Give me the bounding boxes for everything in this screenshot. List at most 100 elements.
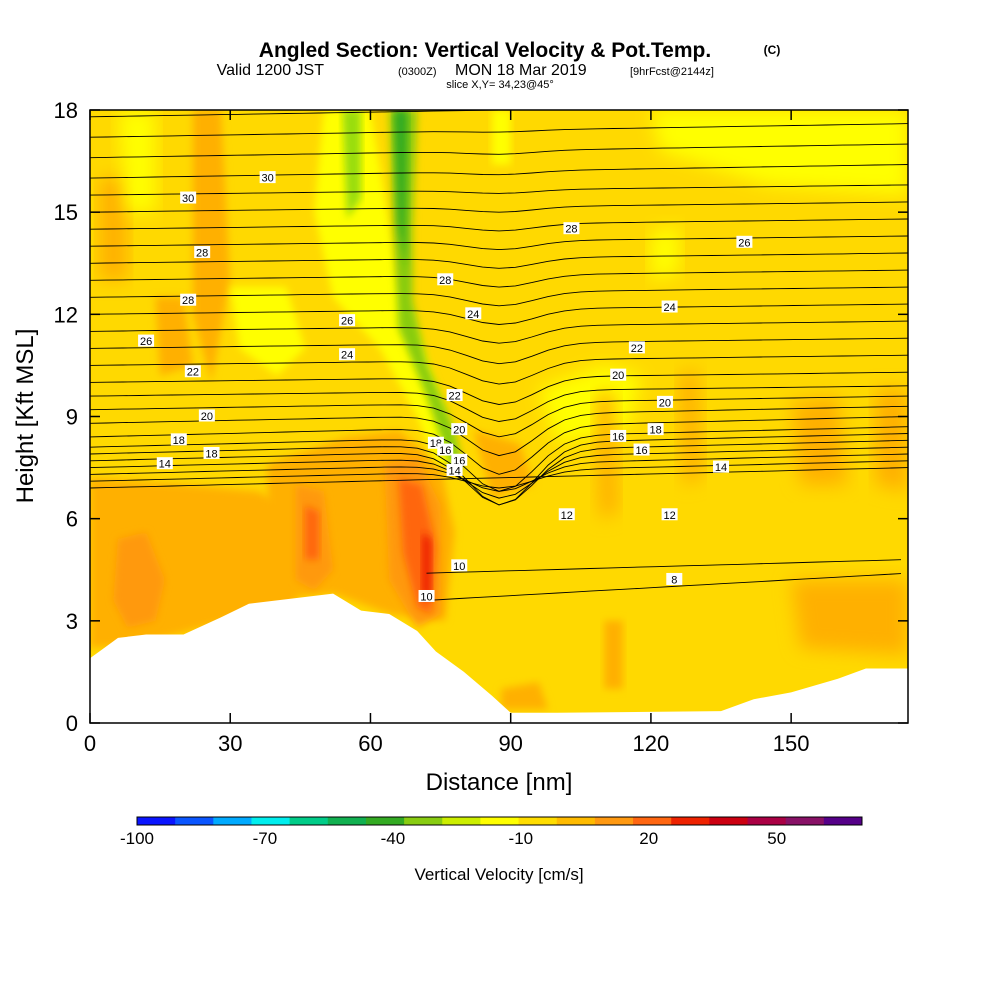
colorbar-label: Vertical Velocity [cm/s] xyxy=(414,865,583,884)
velocity-region-yellow xyxy=(650,110,908,196)
contour-label-bg xyxy=(451,559,468,572)
y-tick-label: 3 xyxy=(66,609,78,634)
theta-contour xyxy=(90,269,908,288)
colorbar-swatch xyxy=(327,817,367,825)
y-tick-label: 12 xyxy=(54,302,78,327)
theta-contour xyxy=(90,303,908,325)
contour-label-bg xyxy=(558,508,575,521)
contour-label: 24 xyxy=(663,302,675,314)
contour-label-bg xyxy=(451,423,468,436)
x-axis-label: Distance [nm] xyxy=(426,769,573,796)
velocity-region-orange xyxy=(155,297,193,376)
contour-label-bg xyxy=(610,429,627,442)
velocity-region-red-dark xyxy=(421,532,432,601)
contour-label-bg xyxy=(633,443,650,456)
contour-label: 12 xyxy=(561,510,573,522)
y-tick-label: 6 xyxy=(66,507,78,532)
velocity-region-yellow xyxy=(118,110,156,213)
velocity-region-yellow xyxy=(230,287,305,376)
colorbar-tick-label: 50 xyxy=(767,829,786,848)
theta-contour xyxy=(90,252,908,269)
contour-label-bg xyxy=(194,246,211,259)
colorbar-tick-label: -100 xyxy=(120,829,154,848)
theta-contour xyxy=(90,164,908,179)
y-axis: 0 3 6 9 12 15 18 xyxy=(54,98,908,736)
theta-contour xyxy=(90,218,908,232)
x-tick-label: 120 xyxy=(633,731,670,756)
valid-prefix: Valid 1200 JST xyxy=(217,62,325,79)
colorbar-swatch xyxy=(633,817,672,825)
y-tick-label: 15 xyxy=(54,200,78,225)
colorbar-swatch xyxy=(442,817,481,825)
colorbar-swatch xyxy=(213,817,252,825)
contour-label: 20 xyxy=(453,425,465,437)
theta-contour xyxy=(90,460,908,489)
contour-label: 8 xyxy=(671,574,677,586)
contour-label-bg xyxy=(661,508,678,521)
theta-contour xyxy=(90,426,908,492)
theta-contour xyxy=(90,110,528,118)
contour-label: 20 xyxy=(201,411,213,423)
velocity-region-green-light xyxy=(389,110,464,471)
contour-label-bg xyxy=(418,589,435,602)
colorbar-swatch xyxy=(747,817,787,825)
x-tick-label: 0 xyxy=(84,731,96,756)
theta-contour xyxy=(90,286,908,307)
contour-label: 18 xyxy=(173,435,185,447)
colorbar-swatch xyxy=(594,817,634,825)
valid-z: (0300Z) xyxy=(398,66,437,78)
theta-contour xyxy=(90,416,908,475)
contour-label: 30 xyxy=(261,173,273,185)
velocity-region-yellow xyxy=(650,225,679,281)
contour-label-bg xyxy=(647,423,664,436)
contour-label-bg xyxy=(465,307,482,320)
contour-label: 22 xyxy=(187,367,199,379)
contour-label-bg xyxy=(661,300,678,313)
x-tick-label: 150 xyxy=(773,731,810,756)
contour-label-bg xyxy=(446,389,463,402)
chart-title-unit: (C) xyxy=(764,43,781,57)
colorbar-ticks: -100 -70 -40 -10 20 50 xyxy=(120,829,786,848)
colorbar-tick-label: -70 xyxy=(253,829,278,848)
colorbar-swatch xyxy=(137,817,176,825)
valid-fcst: [9hrFcst@2144z] xyxy=(630,66,714,78)
chart-title: Angled Section: Vertical Velocity & Pot.… xyxy=(259,39,711,62)
contour-label-bg xyxy=(437,273,454,286)
contour-label-bg xyxy=(156,457,173,470)
theta-contour xyxy=(426,573,902,601)
theta-contour xyxy=(90,371,908,405)
y-tick-label: 9 xyxy=(66,405,78,430)
theta-contour xyxy=(90,395,908,438)
contour-label: 24 xyxy=(467,309,479,321)
colorbar-swatch xyxy=(289,817,329,825)
contour-label: 28 xyxy=(439,275,451,287)
contour-label-bg xyxy=(437,443,454,456)
contour-label: 14 xyxy=(715,462,727,474)
velocity-region-green xyxy=(393,110,408,267)
contour-label: 20 xyxy=(659,397,671,409)
y-tick-label: 0 xyxy=(66,711,78,736)
velocity-field xyxy=(90,110,908,710)
velocity-region-orange xyxy=(501,682,549,710)
contour-label-bg xyxy=(180,191,197,204)
y-tick-label: 18 xyxy=(54,98,78,123)
velocity-region-orange xyxy=(791,580,908,655)
theta-contour xyxy=(90,123,908,138)
contour-label: 24 xyxy=(341,350,353,362)
contour-label: 14 xyxy=(159,459,171,471)
theta-contour xyxy=(90,337,908,365)
contour-label-bg xyxy=(339,348,356,361)
velocity-region-orange xyxy=(473,430,535,499)
contour-label: 18 xyxy=(649,425,661,437)
velocity-region-orange xyxy=(594,389,619,519)
x-axis: 0 30 60 90 120 150 xyxy=(84,110,810,756)
colorbar-swatch xyxy=(823,817,863,825)
contour-label: 14 xyxy=(448,465,460,477)
velocity-region-orange xyxy=(679,368,703,485)
x-tick-label: 60 xyxy=(358,731,382,756)
contour-label-bg xyxy=(446,463,463,476)
colorbar xyxy=(136,816,863,826)
terrain-mask xyxy=(90,593,908,723)
contour-label: 18 xyxy=(205,448,217,460)
colorbar-swatch xyxy=(251,817,291,825)
